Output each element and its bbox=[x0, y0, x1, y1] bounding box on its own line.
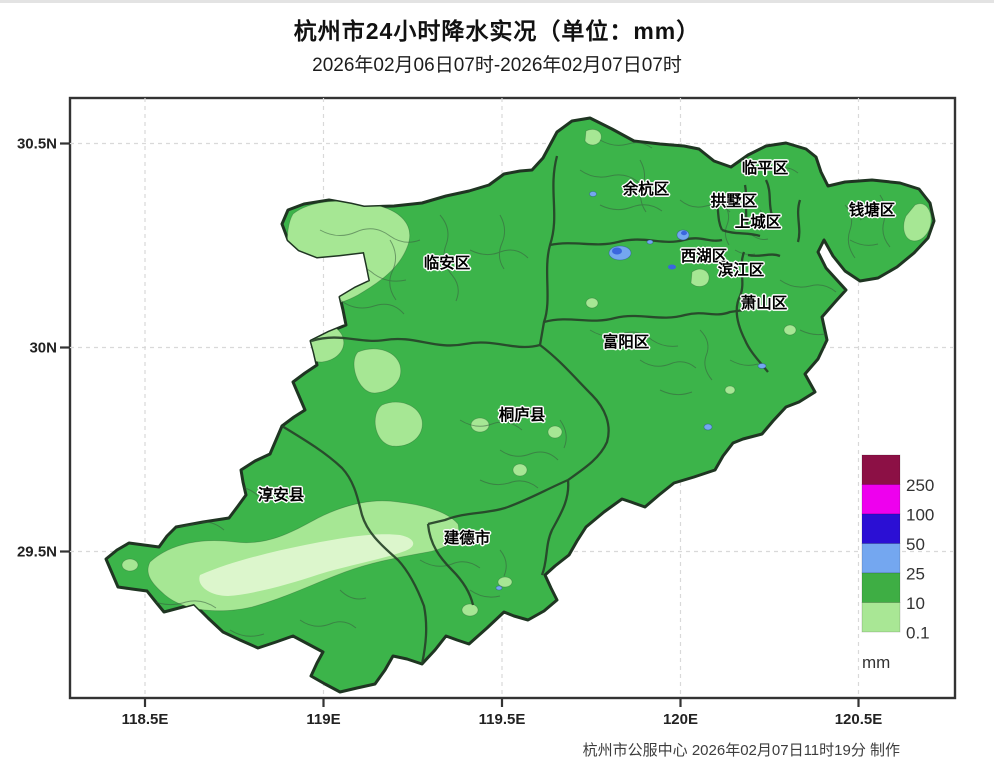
x-tick-label: 119.5E bbox=[479, 711, 526, 728]
district-label-fuyang: 富阳区 bbox=[602, 334, 650, 351]
footer-credit: 杭州市公服中心 2026年02月07日11时19分 制作 bbox=[582, 742, 900, 759]
y-tick-label: 30N bbox=[29, 340, 57, 357]
page-subtitle: 2026年02月06日07时-2026年02月07日07时 bbox=[312, 55, 682, 76]
legend-value: 25 bbox=[906, 565, 925, 584]
x-tick-label: 119E bbox=[306, 711, 340, 728]
legend-swatch bbox=[861, 543, 901, 574]
legend-value: 250 bbox=[906, 476, 934, 495]
x-tick-label: 118.5E bbox=[122, 711, 169, 728]
rain-patch-pale bbox=[199, 534, 414, 596]
legend-value: 0.1 bbox=[906, 624, 930, 643]
district-label-chunan: 淳安县 bbox=[257, 487, 305, 504]
legend: 250 100 50 25 10 0.1 mm bbox=[861, 454, 934, 672]
district-label-gongshu: 拱墅区 bbox=[710, 193, 758, 210]
legend-value: 10 bbox=[906, 594, 925, 613]
district-label-linping: 临平区 bbox=[741, 160, 789, 177]
page-title: 杭州市24小时降水实况（单位：mm） bbox=[293, 18, 701, 44]
district-label-yuhang: 余杭区 bbox=[622, 181, 670, 198]
y-tick-label: 30.5N bbox=[17, 136, 57, 153]
legend-value: 50 bbox=[906, 535, 925, 554]
district-label-xihu: 西湖区 bbox=[680, 248, 728, 265]
legend-unit-label: mm bbox=[862, 653, 890, 672]
legend-swatch bbox=[861, 454, 901, 485]
district-label-tonglu: 桐庐县 bbox=[498, 407, 546, 424]
x-tick-label: 120E bbox=[663, 711, 698, 728]
axis-ticks bbox=[60, 142, 860, 707]
district-borders bbox=[281, 155, 802, 665]
x-tick-label: 120.5E bbox=[835, 711, 883, 728]
district-label-shangcheng: 上城区 bbox=[734, 214, 782, 231]
district-label-linan: 临安区 bbox=[423, 255, 471, 272]
district-label-binjiang: 滨江区 bbox=[717, 262, 765, 279]
rain-patch-blue-dark bbox=[612, 230, 687, 270]
window-top-edge bbox=[0, 0, 994, 3]
district-label-qiantang: 钱塘区 bbox=[848, 202, 896, 219]
y-tick-label: 29.5N bbox=[17, 544, 57, 561]
legend-value: 100 bbox=[906, 506, 934, 525]
legend-swatch bbox=[861, 484, 901, 515]
district-label-jiande: 建德市 bbox=[443, 530, 491, 547]
legend-swatch bbox=[861, 602, 901, 633]
district-label-xiaoshan: 萧山区 bbox=[740, 295, 788, 312]
legend-swatch bbox=[861, 513, 901, 544]
legend-swatch bbox=[861, 572, 901, 603]
